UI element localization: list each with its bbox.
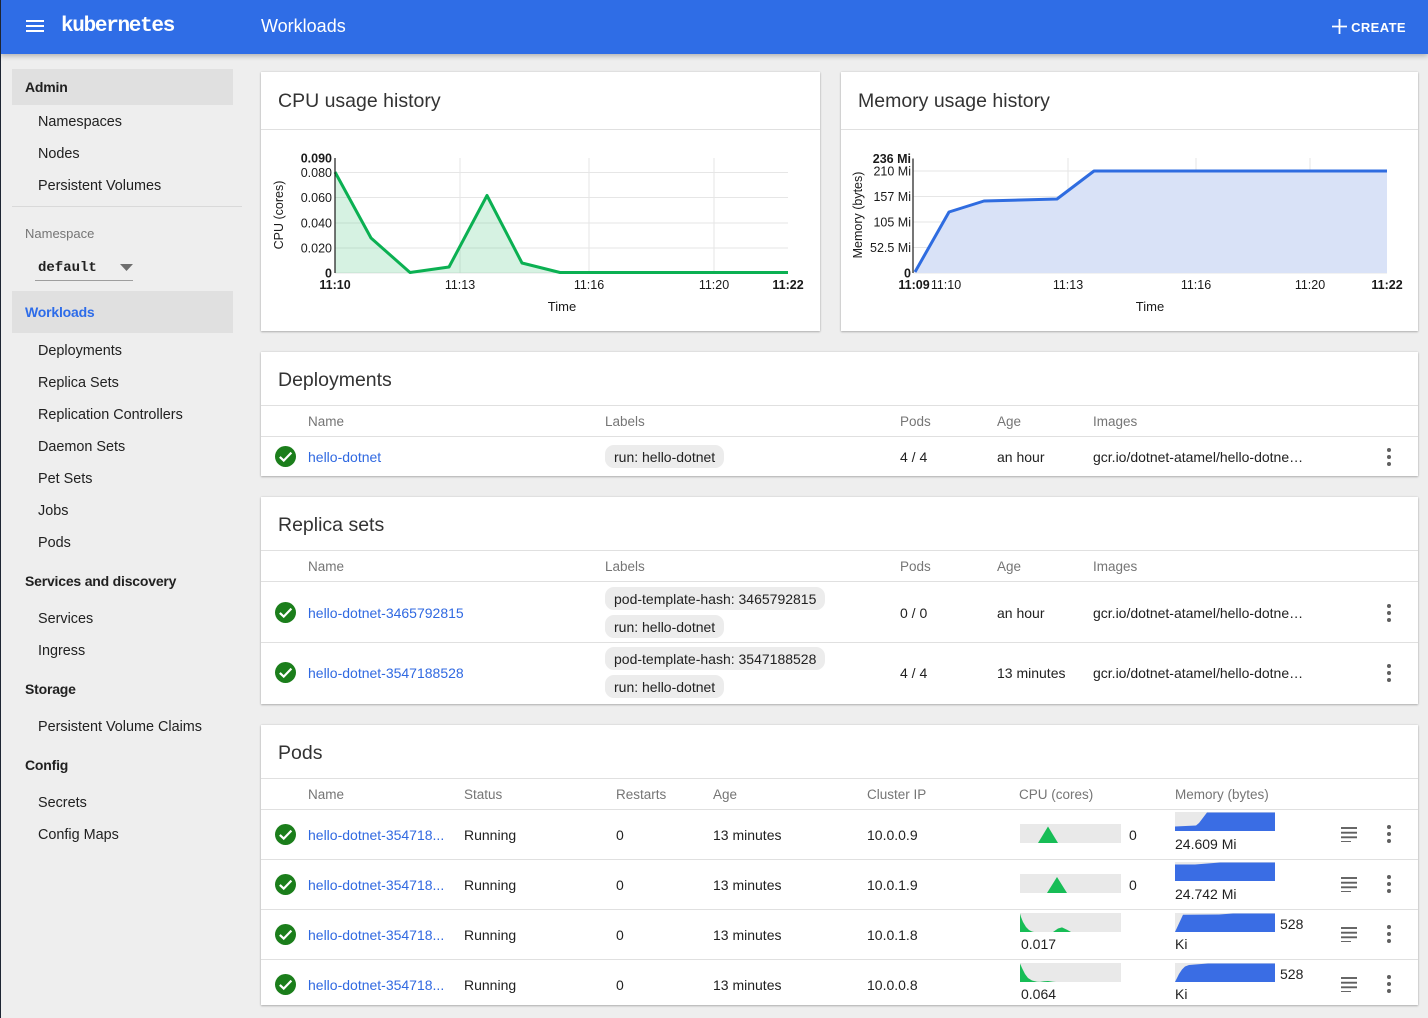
svg-text:11:16: 11:16 (574, 278, 604, 292)
svg-text:0.080: 0.080 (301, 166, 332, 180)
svg-text:11:10: 11:10 (319, 278, 350, 292)
svg-text:Time: Time (1136, 299, 1164, 314)
svg-text:Memory (bytes): Memory (bytes) (851, 172, 865, 259)
svg-text:11:20: 11:20 (699, 278, 729, 292)
svg-text:0.090: 0.090 (301, 152, 332, 166)
svg-text:CPU (cores): CPU (cores) (272, 181, 286, 250)
svg-text:Time: Time (548, 299, 576, 314)
svg-text:11:13: 11:13 (445, 278, 475, 292)
svg-text:11:09: 11:09 (898, 278, 929, 292)
svg-text:11:22: 11:22 (1371, 278, 1402, 292)
svg-text:11:20: 11:20 (1295, 278, 1325, 292)
svg-text:0.040: 0.040 (301, 217, 332, 231)
svg-text:0.060: 0.060 (301, 191, 332, 205)
svg-text:52.5 Mi: 52.5 Mi (870, 241, 911, 255)
svg-text:236 Mi: 236 Mi (873, 152, 911, 166)
svg-text:0: 0 (325, 267, 332, 281)
svg-text:11:13: 11:13 (1053, 278, 1083, 292)
svg-text:210 Mi: 210 Mi (873, 165, 911, 179)
svg-text:11:22: 11:22 (772, 278, 803, 292)
svg-text:0: 0 (904, 267, 911, 281)
svg-text:11:16: 11:16 (1181, 278, 1211, 292)
svg-text:105 Mi: 105 Mi (873, 216, 911, 230)
svg-text:0.020: 0.020 (301, 242, 332, 256)
svg-text:11:10: 11:10 (931, 278, 961, 292)
svg-text:157 Mi: 157 Mi (873, 190, 911, 204)
